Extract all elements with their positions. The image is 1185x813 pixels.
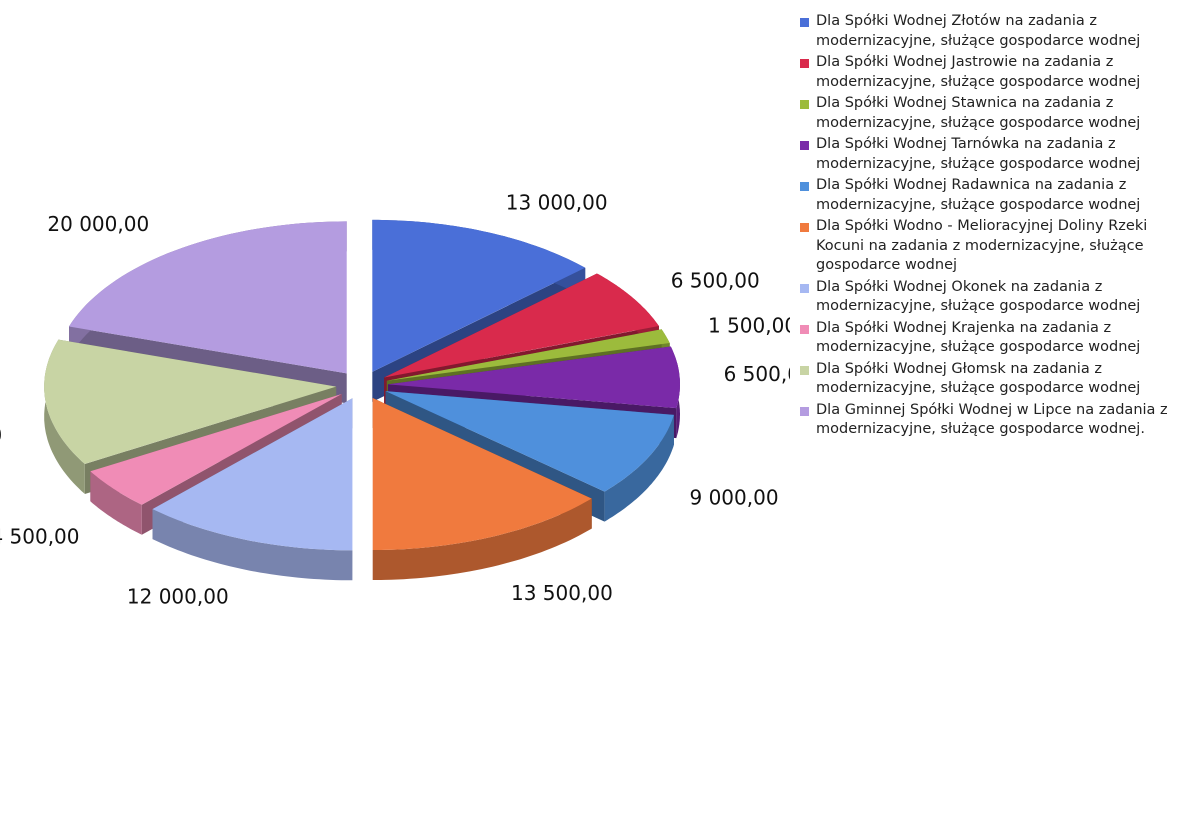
legend-item: Dla Spółki Wodnej Złotów na zadania z mo…: [798, 12, 1183, 51]
legend-swatch: [800, 100, 809, 109]
legend: Dla Spółki Wodnej Złotów na zadania z mo…: [798, 12, 1183, 442]
slice-top: [44, 339, 337, 464]
slice-wall: [372, 498, 592, 580]
data-label: 20 000,00: [47, 212, 149, 236]
data-label: 13 000,00: [506, 191, 608, 215]
legend-label: Dla Spółki Wodnej Stawnica na zadania z …: [816, 95, 1141, 131]
legend-item: Dla Spółki Wodnej Radawnica na zadania z…: [798, 176, 1183, 215]
legend-swatch: [800, 59, 809, 68]
legend-label: Dla Spółki Wodnej Złotów na zadania z mo…: [816, 13, 1141, 49]
legend-item: Dla Spółki Wodnej Tarnówka na zadania z …: [798, 135, 1183, 174]
data-label: 13 500,00: [511, 581, 613, 605]
slice-wall: [152, 509, 353, 581]
legend-item: Dla Spółki Wodnej Głomsk na zadania z mo…: [798, 360, 1183, 399]
slice-top: [385, 391, 674, 492]
data-label: 4 500,00: [0, 525, 80, 549]
slice-top: [372, 398, 592, 550]
legend-label: Dla Spółki Wodnej Okonek na zadania z mo…: [816, 278, 1141, 315]
legend-label: Dla Spółki Wodnej Głomsk na zadania z mo…: [816, 360, 1141, 397]
slice-top: [152, 398, 353, 551]
legend-label: Dla Spółki Wodno - Melioracyjnej Doliny …: [816, 218, 1148, 273]
slice: [152, 398, 353, 581]
slice-top: [386, 329, 670, 381]
legend-label: Dla Spółki Wodnej Krajenka na zadania z …: [816, 319, 1141, 356]
slice-wall: [90, 471, 142, 535]
legend-label: Dla Spółki Wodnej Radawnica na zadania z…: [816, 177, 1141, 213]
legend-swatch: [800, 283, 809, 293]
slice-top: [372, 219, 586, 372]
legend-swatch: [800, 365, 809, 375]
slice-top: [69, 221, 347, 374]
legend-swatch: [800, 223, 809, 232]
legend-swatch: [800, 182, 809, 191]
legend-item: Dla Spółki Wodnej Jastrowie na zadania z…: [798, 53, 1183, 92]
legend-swatch: [800, 324, 809, 334]
slice: [372, 398, 592, 580]
data-label: 12 000,00: [127, 585, 229, 609]
slice-wall: [604, 414, 674, 522]
legend-label: Dla Spółki Wodnej Jastrowie na zadania z…: [816, 54, 1141, 90]
slice-wall: [44, 339, 85, 494]
legend-item: Dla Gminnej Spółki Wodnej w Lipce na zad…: [798, 401, 1183, 440]
legend-swatch: [800, 141, 809, 150]
legend-item: Dla Spółki Wodnej Stawnica na zadania z …: [798, 94, 1183, 133]
slice-top: [387, 346, 680, 409]
legend-swatch: [800, 406, 809, 416]
legend-label: Dla Gminnej Spółki Wodnej w Lipce na zad…: [816, 401, 1168, 438]
data-label: 1 500,00: [708, 314, 790, 338]
legend-item: Dla Spółki Wodno - Melioracyjnej Doliny …: [798, 217, 1183, 276]
data-label: 6 500,00: [671, 269, 760, 293]
data-label: 6 500,00: [724, 362, 790, 386]
data-label: 13 500,00: [0, 423, 2, 447]
data-label: 9 000,00: [690, 485, 779, 509]
slice-top: [90, 393, 342, 505]
chart: 13 000,00 6 500,00 1 500,00 6 500,00 9 000,0…: [0, 191, 790, 609]
legend-item: Dla Spółki Wodnej Okonek na zadania z mo…: [798, 278, 1183, 317]
legend-item: Dla Spółki Wodnej Krajenka na zadania z …: [798, 319, 1183, 358]
slice-top: [384, 273, 659, 378]
legend-swatch: [800, 18, 809, 27]
legend-label: Dla Spółki Wodnej Tarnówka na zadania z …: [816, 136, 1141, 172]
